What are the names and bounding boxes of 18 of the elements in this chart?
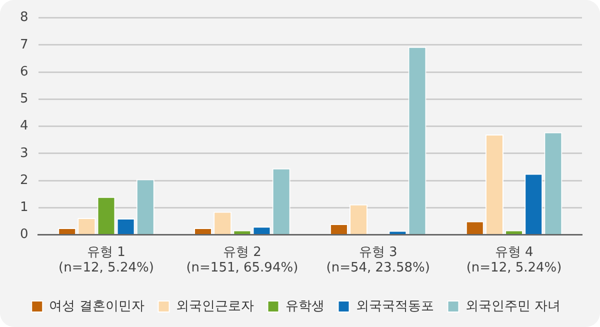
y-tick-label: 0 xyxy=(20,227,28,242)
y-tick-label: 8 xyxy=(20,10,28,26)
y-tick-label: 3 xyxy=(20,146,28,161)
x-tick-label: 유형 3 (n=54, 23.58%) xyxy=(326,244,430,276)
legend-label: 여성 결혼이민자 xyxy=(49,298,144,314)
legend-label: 유학생 xyxy=(285,298,324,314)
x-tick-label: 유형 1 (n=12, 5.24%) xyxy=(58,244,154,276)
y-tick-label: 4 xyxy=(20,118,28,134)
legend-label: 외국인주민 자녀 xyxy=(465,298,560,314)
x-tick-label: 유형 2 (n=151, 65.94%) xyxy=(186,244,298,276)
y-tick-label: 1 xyxy=(20,200,28,216)
y-tick-label: 2 xyxy=(20,172,28,188)
y-tick-label: 5 xyxy=(20,92,28,107)
y-tick-label: 6 xyxy=(20,64,28,80)
legend-label: 외국국적동포 xyxy=(356,298,434,314)
x-tick-label: 유형 4 (n=12, 5.24%) xyxy=(466,244,562,276)
legend-label: 외국인근로자 xyxy=(176,298,254,314)
y-tick-label: 7 xyxy=(20,37,28,52)
